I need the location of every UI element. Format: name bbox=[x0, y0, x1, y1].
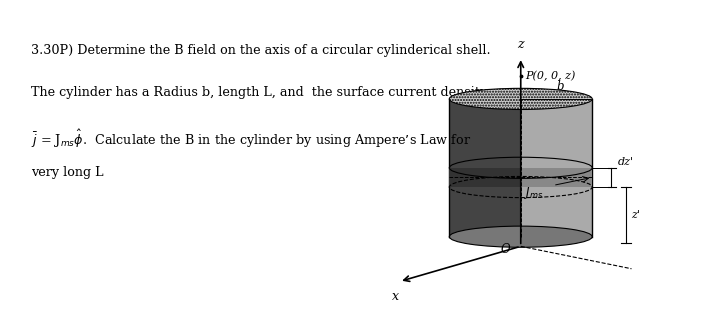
Polygon shape bbox=[449, 168, 521, 187]
Ellipse shape bbox=[449, 88, 592, 110]
Text: $J_{ms}$: $J_{ms}$ bbox=[524, 185, 544, 201]
Text: z: z bbox=[518, 38, 524, 51]
Text: dz': dz' bbox=[618, 156, 634, 167]
Polygon shape bbox=[449, 99, 521, 237]
Polygon shape bbox=[449, 168, 592, 187]
Text: P(0, 0, z): P(0, 0, z) bbox=[525, 71, 575, 82]
Text: b: b bbox=[557, 80, 564, 93]
Text: z': z' bbox=[631, 210, 640, 220]
Text: The cylinder has a Radius b, length L, and  the surface current density: The cylinder has a Radius b, length L, a… bbox=[32, 86, 487, 99]
Text: x: x bbox=[392, 289, 399, 303]
Text: 3.30P) Determine the B field on the axis of a circular cylinderical shell.: 3.30P) Determine the B field on the axis… bbox=[32, 44, 491, 57]
Text: O: O bbox=[500, 243, 510, 256]
Ellipse shape bbox=[449, 226, 592, 247]
Polygon shape bbox=[521, 99, 592, 237]
Text: very long L: very long L bbox=[32, 166, 104, 179]
Text: $\bar{j}$ = J$_{ms}$$\hat{\phi}$.  Calculate the B in the cylinder by using Ampe: $\bar{j}$ = J$_{ms}$$\hat{\phi}$. Calcul… bbox=[32, 128, 472, 150]
